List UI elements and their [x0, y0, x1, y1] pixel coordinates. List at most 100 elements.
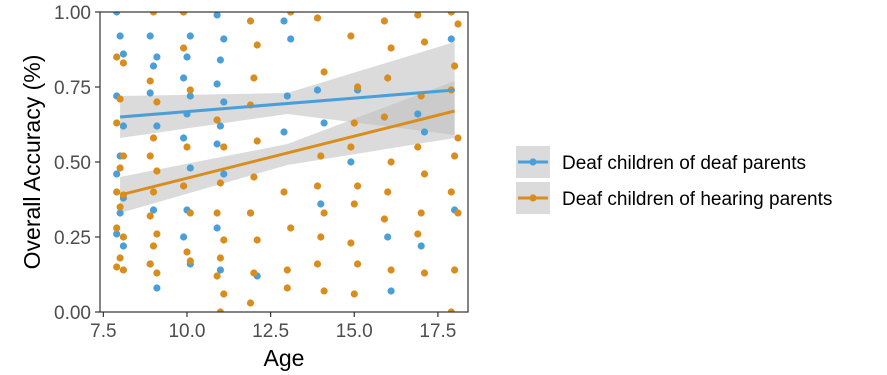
data-point-series-2: [186, 257, 194, 265]
data-point-series-1: [213, 224, 221, 232]
data-point-series-2: [283, 284, 291, 292]
data-point-series-1: [153, 53, 161, 61]
data-point-series-2: [116, 95, 124, 103]
data-point-series-2: [146, 260, 154, 268]
data-point-series-1: [119, 122, 127, 130]
data-point-series-2: [320, 209, 328, 217]
data-point-series-2: [447, 308, 455, 312]
data-point-series-1: [280, 17, 288, 25]
data-point-series-2: [454, 20, 462, 28]
data-point-series-1: [153, 122, 161, 130]
data-point-series-1: [119, 50, 127, 58]
x-axis: 7.5 10.0 12.5 15.0 17.5: [90, 312, 456, 342]
y-tick-label: 1.00: [54, 3, 91, 24]
data-point-series-2: [414, 230, 422, 238]
data-point-series-2: [313, 14, 322, 22]
data-point-series-1: [146, 32, 154, 40]
data-point-series-2: [384, 74, 392, 82]
data-point-series-2: [253, 236, 261, 244]
data-point-series-2: [149, 12, 158, 16]
data-point-series-1: [420, 128, 429, 136]
data-point-series-2: [451, 152, 459, 160]
data-point-series-2: [447, 12, 455, 16]
data-point-series-2: [287, 224, 295, 232]
data-point-series-1: [186, 164, 194, 172]
data-points: [113, 12, 462, 312]
legend: Deaf children of deaf parents Deaf childr…: [516, 146, 832, 214]
legend-key-point: [529, 194, 537, 202]
data-point-series-2: [216, 179, 224, 187]
data-point-series-2: [113, 263, 121, 271]
data-point-series-1: [216, 266, 224, 274]
data-point-series-2: [387, 44, 395, 52]
data-point-series-2: [280, 188, 288, 196]
data-point-series-2: [250, 173, 258, 181]
data-point-series-2: [250, 74, 258, 82]
data-point-series-2: [313, 182, 322, 190]
data-point-series-2: [149, 134, 158, 142]
data-point-series-1: [113, 170, 121, 178]
data-point-series-2: [354, 83, 362, 91]
x-tick-label: 12.5: [252, 321, 289, 342]
data-point-series-2: [420, 269, 429, 277]
data-point-series-2: [153, 269, 161, 277]
data-point-series-2: [380, 113, 388, 121]
data-point-series-1: [313, 86, 322, 94]
data-point-series-2: [149, 242, 158, 250]
data-point-series-1: [146, 89, 154, 97]
data-point-series-2: [213, 209, 221, 217]
data-point-series-1: [186, 92, 194, 100]
data-point-series-2: [420, 38, 429, 46]
x-tick-label: 10.0: [168, 321, 205, 342]
data-point-series-1: [153, 284, 161, 292]
data-point-series-2: [116, 164, 124, 172]
data-point-series-2: [183, 143, 191, 151]
data-point-series-2: [153, 230, 161, 238]
y-tick-label: 0.00: [54, 303, 91, 324]
data-point-series-1: [213, 80, 221, 88]
data-point-series-1: [387, 287, 395, 295]
data-point-series-2: [380, 215, 388, 223]
data-point-series-1: [180, 233, 188, 241]
fit-line-series-1: [119, 88, 455, 119]
data-point-series-2: [317, 152, 325, 160]
data-point-series-2: [454, 134, 462, 142]
data-point-series-1: [213, 140, 221, 148]
confidence-band-series-2: [120, 81, 455, 213]
data-point-series-2: [320, 68, 328, 76]
data-point-series-2: [447, 188, 455, 196]
data-point-series-1: [287, 35, 295, 43]
data-point-series-2: [454, 209, 462, 217]
data-point-series-2: [420, 170, 429, 178]
data-point-series-2: [116, 203, 124, 211]
data-point-series-1: [280, 128, 288, 136]
data-point-series-2: [119, 59, 127, 67]
data-point-series-2: [387, 266, 395, 274]
data-point-series-2: [149, 188, 158, 196]
data-point-series-2: [220, 236, 228, 244]
data-point-series-2: [313, 260, 322, 268]
data-point-series-2: [350, 119, 358, 127]
data-point-series-1: [220, 98, 228, 106]
data-point-series-2: [253, 137, 261, 145]
data-point-series-2: [347, 143, 355, 151]
data-point-series-1: [317, 200, 325, 208]
data-point-series-2: [180, 44, 188, 52]
data-point-series-1: [119, 242, 127, 250]
data-point-series-1: [220, 170, 228, 178]
y-axis-title: Overall Accuracy (%): [19, 55, 45, 270]
data-point-series-2: [347, 32, 355, 40]
confidence-bands: [120, 42, 455, 213]
data-point-series-2: [116, 254, 124, 262]
x-tick-label: 15.0: [336, 321, 373, 342]
data-point-series-2: [246, 299, 255, 307]
data-point-series-1: [220, 35, 228, 43]
data-point-series-2: [220, 143, 228, 151]
data-point-series-2: [417, 209, 425, 217]
data-point-series-2: [354, 182, 362, 190]
data-point-series-2: [451, 266, 459, 274]
data-point-series-2: [414, 143, 422, 151]
y-tick-label: 0.25: [54, 228, 91, 249]
legend-key-point: [529, 158, 537, 166]
